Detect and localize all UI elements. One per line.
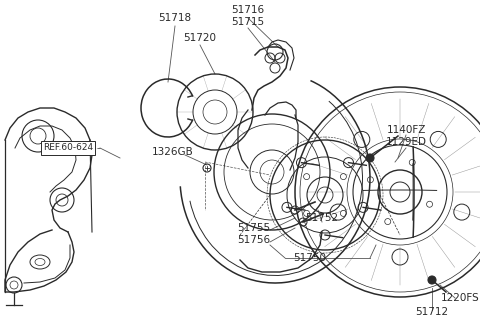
Circle shape [366, 154, 374, 162]
Text: 1220FS: 1220FS [441, 293, 480, 303]
Text: 51712: 51712 [415, 307, 449, 317]
Text: 51720: 51720 [183, 33, 216, 43]
Text: 51755: 51755 [238, 223, 271, 233]
Text: 51750: 51750 [293, 253, 326, 263]
Circle shape [428, 276, 436, 284]
Text: 51716: 51716 [231, 5, 264, 15]
Text: 51752: 51752 [305, 213, 338, 223]
Text: 51756: 51756 [238, 235, 271, 245]
Text: 1140FZ: 1140FZ [386, 125, 426, 135]
Text: 1326GB: 1326GB [152, 147, 194, 157]
Text: 51718: 51718 [158, 13, 192, 23]
Text: 1129ED: 1129ED [385, 137, 427, 147]
Text: 51715: 51715 [231, 17, 264, 27]
Text: REF.60-624: REF.60-624 [43, 144, 93, 152]
